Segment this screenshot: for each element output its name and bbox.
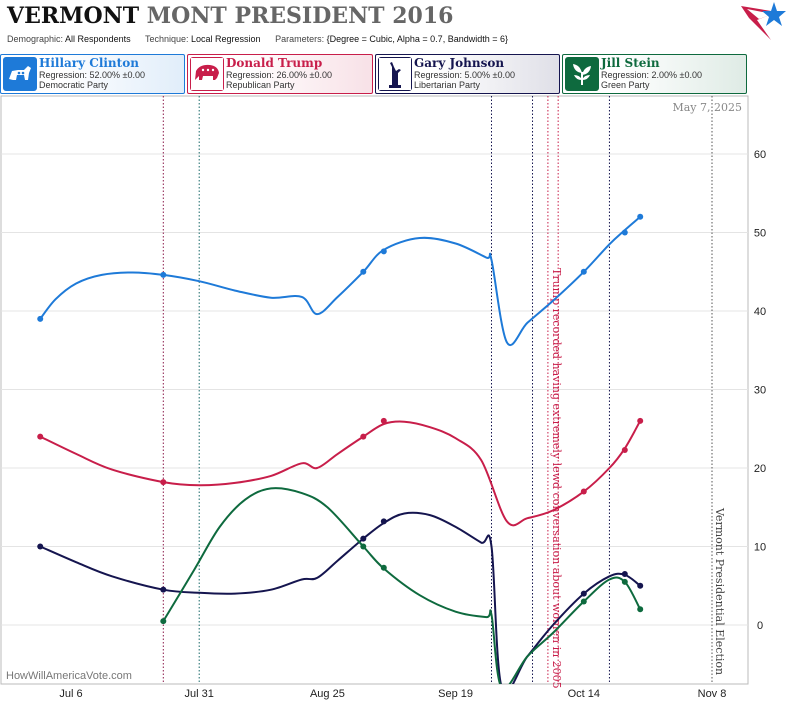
series-hillary-clinton xyxy=(37,213,644,346)
data-point xyxy=(637,417,644,424)
y-tick-label: 0 xyxy=(757,620,763,632)
y-tick-label: 10 xyxy=(754,542,766,554)
title-rest: MONT PRESIDENT 2016 xyxy=(146,3,454,29)
candidate-party: Green Party xyxy=(601,80,650,90)
donkey-icon xyxy=(3,57,37,91)
data-point xyxy=(637,213,644,220)
data-point xyxy=(160,271,167,278)
data-point xyxy=(637,582,644,589)
data-point xyxy=(37,315,44,322)
data-point xyxy=(621,578,628,585)
data-point xyxy=(580,598,587,605)
candidate-name: Donald Trump xyxy=(226,56,323,70)
legend-card-johnson[interactable]: Gary Johnson Regression: 5.00% ±0.00 Lib… xyxy=(375,54,560,94)
data-point xyxy=(580,488,587,495)
candidate-name: Gary Johnson xyxy=(414,56,505,70)
y-tick-label: 40 xyxy=(754,306,766,318)
candidate-regression: Regression: 5.00% ±0.00 xyxy=(414,70,515,80)
elephant-icon xyxy=(190,57,224,91)
leaf-icon xyxy=(565,57,599,91)
x-tick-label: Nov 8 xyxy=(698,688,727,700)
data-point xyxy=(360,433,367,440)
technique-label: Technique: xyxy=(144,34,189,44)
legend: Hillary Clinton Regression: 52.00% ±0.00… xyxy=(0,54,789,94)
y-tick-label: 30 xyxy=(754,385,766,397)
y-tick-label: 60 xyxy=(754,149,766,161)
data-point xyxy=(380,518,387,525)
candidate-regression: Regression: 26.00% ±0.00 xyxy=(226,70,333,80)
x-tick-label: Jul 6 xyxy=(59,688,82,700)
demographic-label: Demographic: xyxy=(7,34,64,44)
title-state: VERMONT xyxy=(7,3,140,29)
star-logo-icon xyxy=(741,2,786,40)
data-point xyxy=(360,535,367,542)
y-tick-label: 20 xyxy=(754,463,766,475)
series-line xyxy=(162,487,642,684)
data-point xyxy=(37,543,44,550)
data-point xyxy=(37,433,44,440)
series-donald-trump xyxy=(37,417,644,527)
data-point xyxy=(380,248,387,255)
candidate-party: Democratic Party xyxy=(39,80,109,90)
series-line xyxy=(39,420,642,527)
data-point xyxy=(160,618,167,625)
demographic-value: All Respondents xyxy=(65,34,131,44)
data-point xyxy=(580,268,587,275)
header: VERMONT MONT PRESIDENT 2016 Demographic:… xyxy=(0,0,789,50)
liberty-torch-icon xyxy=(378,57,412,91)
data-point xyxy=(580,590,587,597)
data-point xyxy=(621,229,628,236)
candidate-name: Hillary Clinton xyxy=(39,56,139,70)
data-point xyxy=(160,479,167,486)
page-title: VERMONT MONT PRESIDENT 2016 xyxy=(7,3,453,29)
parameters-line: Demographic: All Respondents Technique: … xyxy=(7,34,520,44)
candidate-party: Libertarian Party xyxy=(414,80,481,90)
data-point xyxy=(160,586,167,593)
parameters-value: {Degree = Cubic, Alpha = 0.7, Bandwidth … xyxy=(326,34,508,44)
x-tick-label: Sep 19 xyxy=(438,688,473,700)
axes: 0 10 20 30 40 50 60 Jul 6 Jul 31 Aug 25 Sep 19 Oct … xyxy=(1,149,766,700)
data-point xyxy=(637,606,644,613)
election-annotation: Vermont Presidential Election xyxy=(713,507,726,675)
legend-card-trump[interactable]: Donald Trump Regression: 26.00% ±0.00 Re… xyxy=(187,54,373,94)
series-line xyxy=(39,511,641,684)
candidate-name: Jill Stein xyxy=(601,56,660,70)
data-point xyxy=(621,446,628,453)
parameters-label: Parameters: xyxy=(275,34,325,44)
x-tick-label: Jul 31 xyxy=(185,688,214,700)
technique-value: Local Regression xyxy=(191,34,261,44)
data-point xyxy=(621,570,628,577)
event-annotation: Trump recorded having extremely lewd con… xyxy=(550,268,563,689)
data-point xyxy=(380,417,387,424)
candidate-party: Republican Party xyxy=(226,80,295,90)
series-jill-stein xyxy=(160,487,644,684)
data-point xyxy=(380,564,387,571)
data-point xyxy=(360,543,367,550)
candidate-regression: Regression: 52.00% ±0.00 xyxy=(39,70,146,80)
x-tick-label: Oct 14 xyxy=(568,688,600,700)
legend-card-clinton[interactable]: Hillary Clinton Regression: 52.00% ±0.00… xyxy=(0,54,185,94)
legend-card-stein[interactable]: Jill Stein Regression: 2.00% ±0.00 Green… xyxy=(562,54,747,94)
series-gary-johnson xyxy=(37,511,644,684)
date-label: May 7, 2025 xyxy=(672,101,742,114)
data-point xyxy=(360,268,367,275)
watermark: HowWillAmericaVote.com xyxy=(6,670,132,682)
x-tick-label: Aug 25 xyxy=(310,688,345,700)
candidate-regression: Regression: 2.00% ±0.00 xyxy=(601,70,702,80)
y-tick-label: 50 xyxy=(754,228,766,240)
